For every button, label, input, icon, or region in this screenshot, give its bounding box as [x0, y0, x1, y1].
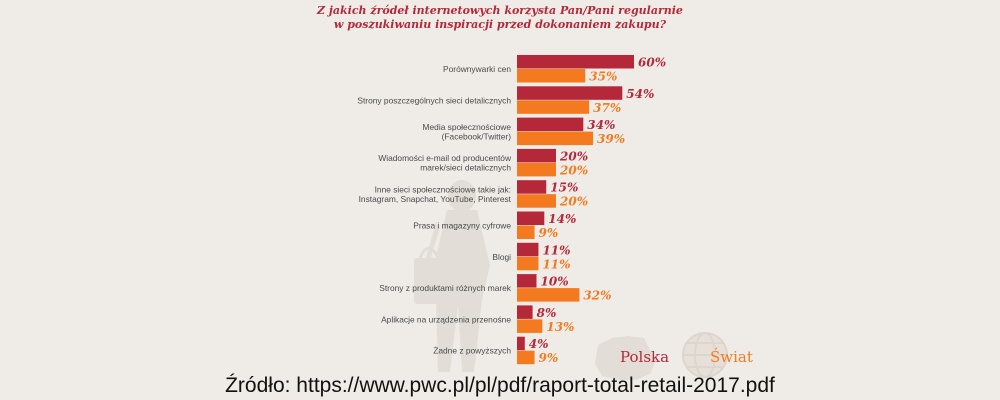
bar-polska [517, 180, 547, 194]
value-label-swiat: 13% [546, 320, 574, 334]
category-label-line: Żadne z powyższych [433, 346, 511, 356]
category-label: Porównywarki cen [443, 64, 511, 74]
category-label-line: marek/sieci detalicznych [420, 163, 511, 173]
value-label-polska: 34% [587, 118, 615, 132]
bar-swiat [517, 225, 535, 239]
category-label-line: Blogi [492, 252, 511, 262]
value-label-polska: 14% [548, 212, 576, 226]
bar-swiat [517, 100, 590, 114]
value-label-swiat: 11% [542, 257, 570, 271]
category-label-line: (Facebook/Twitter) [442, 131, 512, 141]
bar-group-6: Prasa i magazyny cyfrowe 14%9% [413, 211, 576, 240]
category-label-line: Media społecznościowe [423, 122, 512, 132]
value-label-polska: 11% [542, 243, 570, 257]
category-label-line: Aplikacje na urządzenia przenośne [381, 314, 511, 324]
woman-silhouette-icon [414, 180, 490, 372]
legend-polska: Polska [595, 336, 669, 380]
category-label-line: Porównywarki cen [443, 64, 511, 74]
category-label: Media społecznościowe (Facebook/Twitter) [423, 122, 512, 142]
category-label: Wiadomości e-mail od producentów marek/si… [378, 153, 512, 173]
bar-swiat [517, 162, 556, 177]
bar-swiat [517, 256, 539, 271]
value-label-polska: 60% [638, 56, 666, 70]
bar-group-9: Aplikacje na urządzenia przenośne 8%13% [381, 305, 574, 334]
chart-title: Z jakich źródeł internetowych korzysta P… [250, 4, 750, 32]
bar-group-5: Inne sieci społecznościowe takie jak: Ins… [359, 180, 588, 209]
category-label: Strony poszczególnych sieci detalicznych [357, 95, 511, 105]
bar-swiat [517, 288, 580, 302]
value-label-polska: 54% [626, 87, 654, 101]
category-label-line: Inne sieci społecznościowe takie jak: [375, 184, 511, 194]
category-label: Aplikacje na urządzenia przenośne [381, 314, 511, 324]
bar-polska [517, 242, 539, 257]
value-label-swiat: 37% [593, 101, 621, 115]
bar-group-8: Strony z produktami różnych marek 10% 32% [379, 274, 612, 303]
category-label: Prasa i magazyny cyfrowe [413, 221, 511, 231]
value-label-swiat: 39% [597, 132, 625, 146]
bar-swiat [517, 350, 535, 365]
poland-map-icon [595, 336, 656, 380]
bar-swiat [517, 319, 543, 333]
value-label-swiat: 20% [559, 163, 588, 177]
value-label-polska: 8% [537, 306, 557, 320]
category-label-line: Strony z produktami różnych marek [379, 283, 512, 293]
value-label-swiat: 20% [559, 195, 588, 209]
value-label-swiat: 35% [589, 70, 617, 84]
bar-group-10: Żadne z powyższych 4%9% [433, 336, 559, 365]
legend-label-swiat: Świat [710, 348, 753, 366]
chart-title-line-2: w poszukiwaniu inspiracji przed dokonani… [333, 18, 667, 31]
legend-swiat: Świat [682, 332, 753, 378]
category-label-line: Instagram, Snapchat, YouTube, Pinterest [359, 194, 512, 204]
category-label: Inne sieci społecznościowe takie jak: Ins… [359, 184, 512, 204]
bar-group-7: Blogi 11%11% [492, 242, 571, 271]
value-label-polska: 15% [550, 181, 578, 195]
bar-group-4: Wiadomości e-mail od producentów marek/si… [378, 148, 588, 177]
bar-swiat [517, 194, 556, 208]
bar-polska [517, 148, 556, 163]
bar-polska [517, 117, 584, 132]
legend-label-polska: Polska [620, 348, 669, 366]
value-label-polska: 10% [541, 275, 569, 289]
bar-polska [517, 336, 525, 351]
category-label-line: Strony poszczególnych sieci detalicznych [357, 95, 511, 105]
value-label-swiat: 32% [583, 289, 611, 303]
category-label-line: Prasa i magazyny cyfrowe [413, 221, 511, 231]
source-caption: Źródło: https://www.pwc.pl/pl/pdf/raport… [225, 374, 775, 397]
bar-swiat [517, 69, 586, 83]
bar-polska [517, 274, 537, 288]
bar-group-2: Strony poszczególnych sieci detalicznych… [357, 86, 654, 115]
value-label-swiat: 9% [539, 226, 559, 240]
bar-polska [517, 86, 623, 100]
value-label-polska: 4% [529, 337, 549, 351]
category-label-line: Wiadomości e-mail od producentów [378, 153, 512, 163]
category-label: Blogi [492, 252, 511, 262]
bar-swiat [517, 131, 594, 146]
category-label: Strony z produktami różnych marek [379, 283, 512, 293]
chart-title-line-1: Z jakich źródeł internetowych korzysta P… [317, 4, 683, 17]
bar-polska [517, 211, 545, 225]
value-label-swiat: 9% [539, 351, 559, 365]
bar-polska [517, 55, 634, 69]
globe-icon [682, 332, 728, 378]
bar-group-1: Porównywarki cen 60% 35% [443, 55, 666, 84]
category-label: Żadne z powyższych [433, 346, 511, 356]
bar-group-3: Media społecznościowe (Facebook/Twitter) 3… [423, 117, 625, 146]
bar-polska [517, 305, 533, 319]
value-label-polska: 20% [559, 149, 588, 163]
